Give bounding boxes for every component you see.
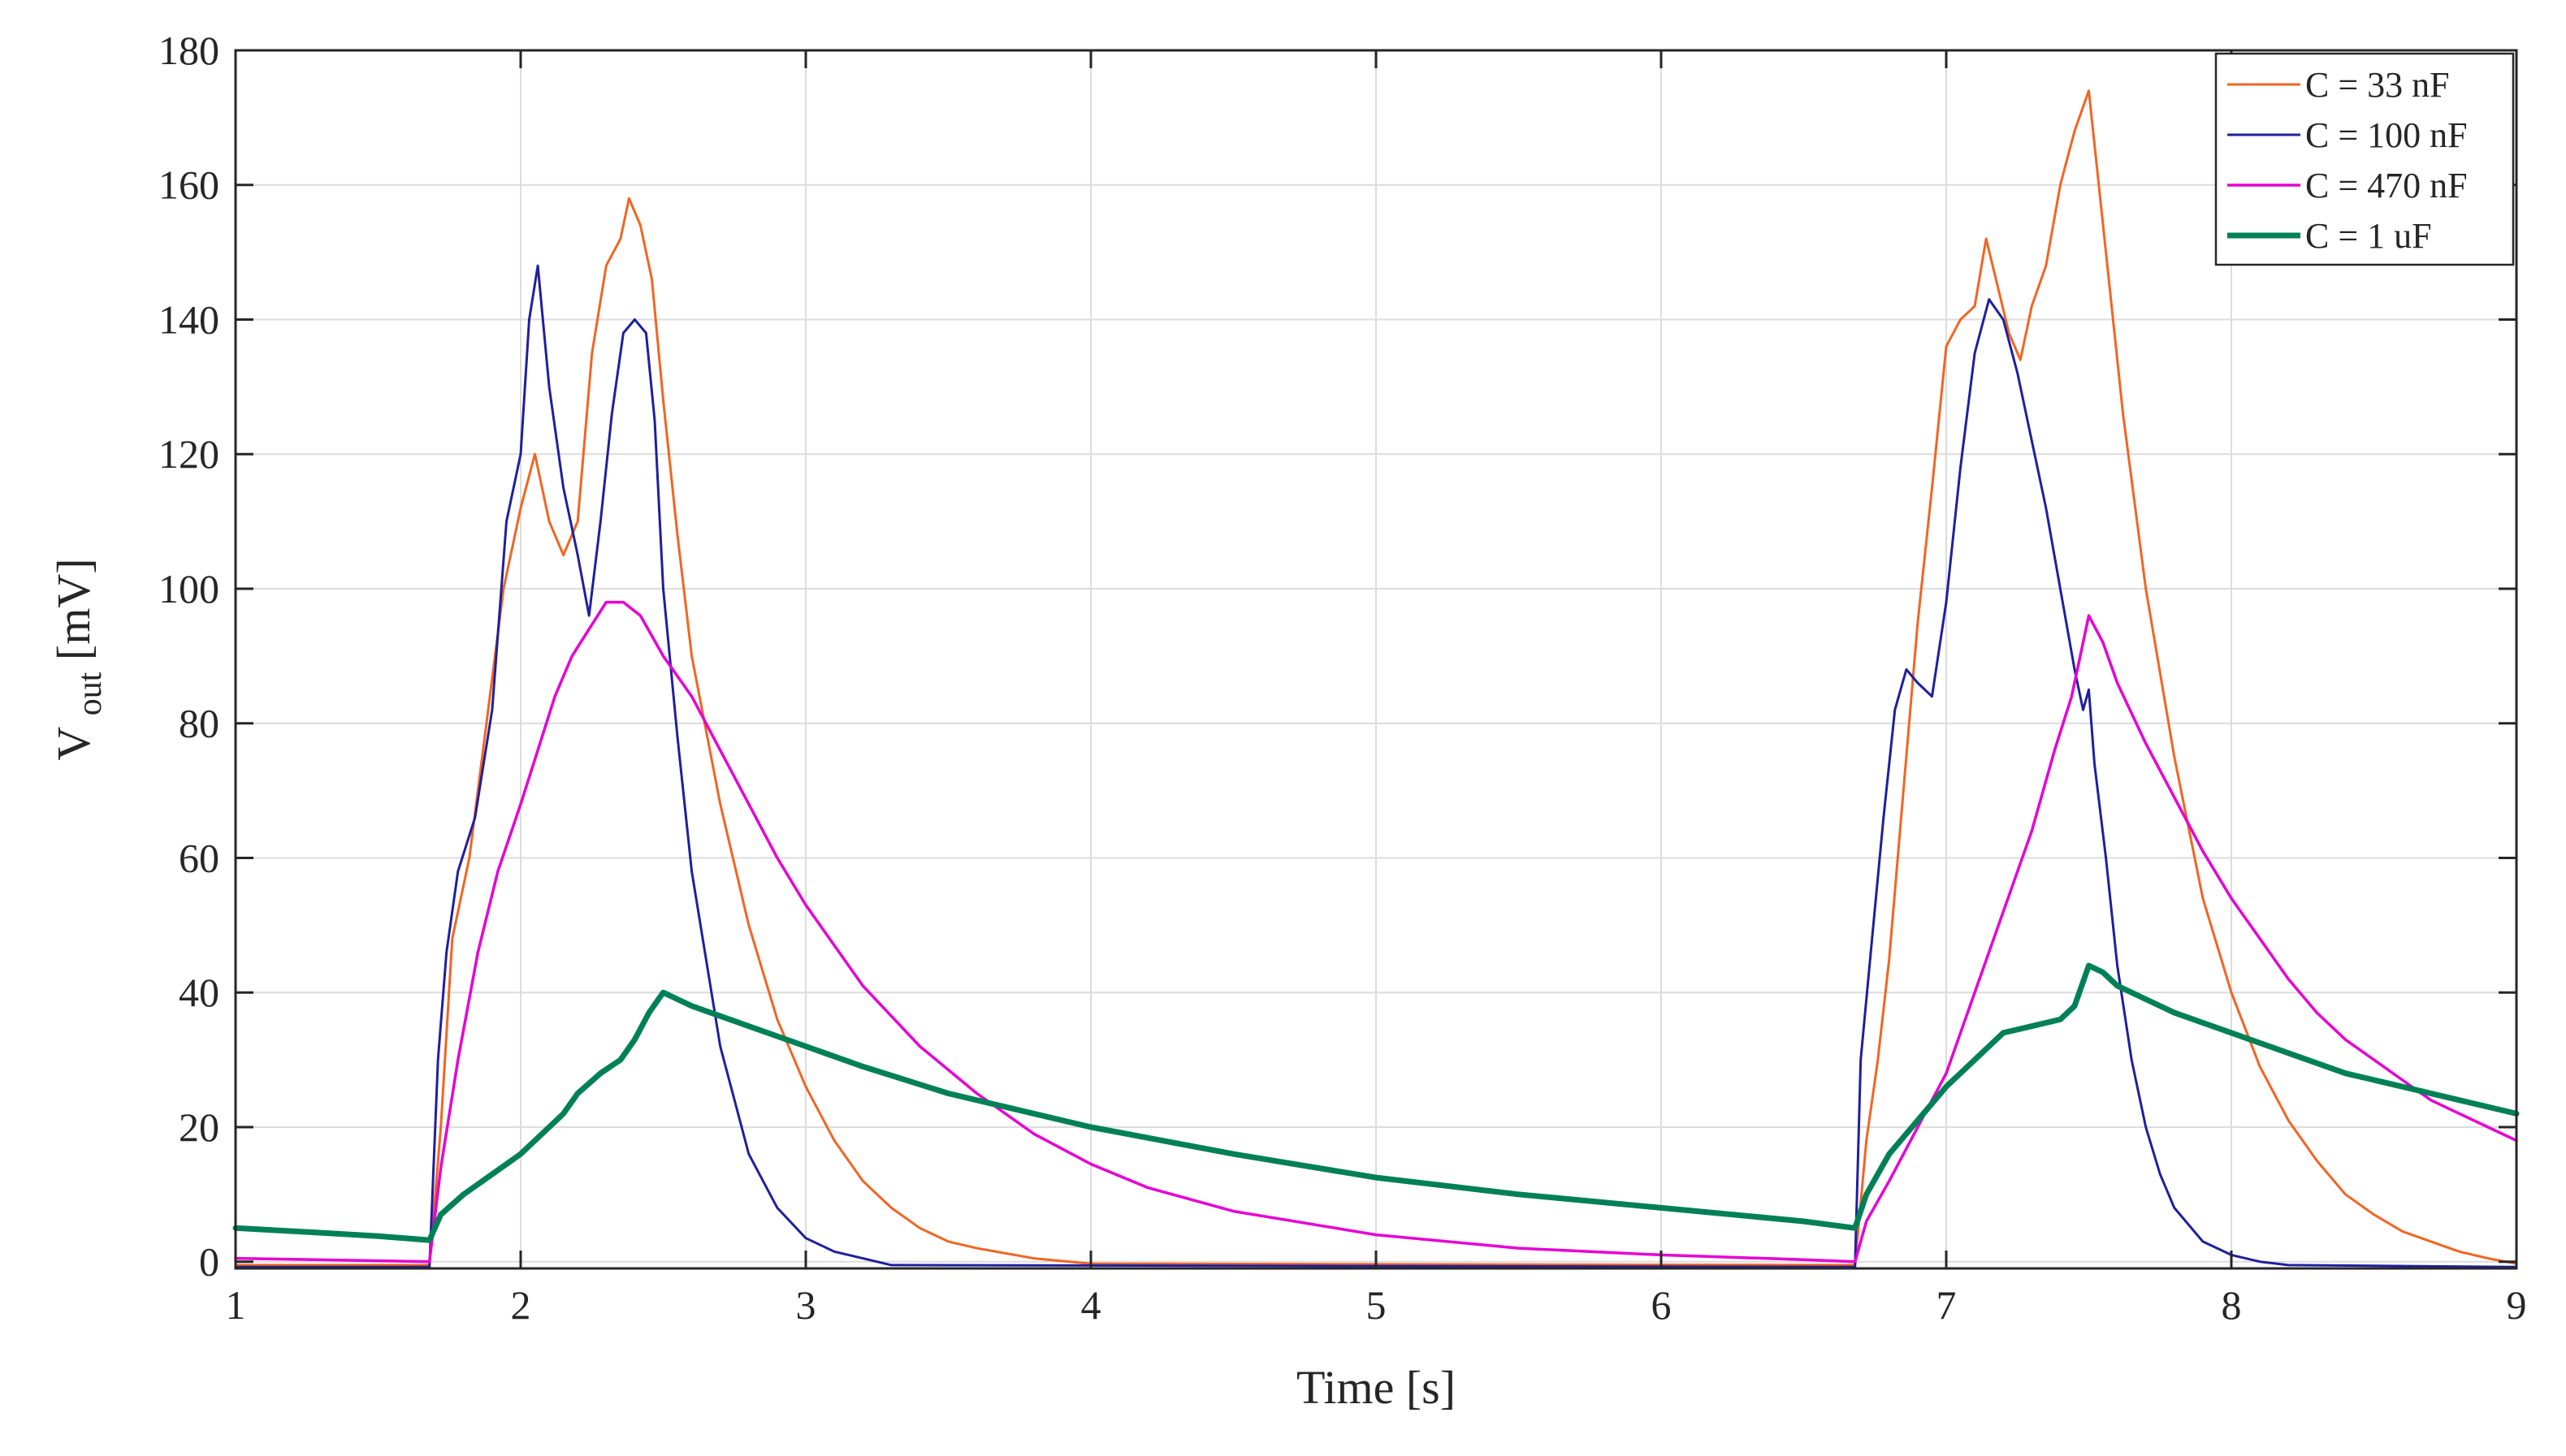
grid	[235, 50, 2517, 1268]
legend-label: C = 470 nF	[2305, 166, 2468, 205]
x-tick-label: 9	[2507, 1282, 2527, 1328]
y-axis-title-unit: [mV]	[47, 558, 100, 660]
ticks: 1 2 3 4 5 6 7 8 9 0 20 40 60 80 100 120 140 160 180	[158, 28, 2527, 1328]
x-tick-label: 6	[1651, 1282, 1672, 1328]
y-tick-label: 40	[179, 970, 219, 1015]
y-axis-title-main: V	[47, 727, 100, 761]
y-tick-label: 140	[158, 296, 219, 342]
y-tick-label: 120	[158, 431, 219, 477]
x-tick-label: 4	[1081, 1282, 1101, 1328]
legend: C = 33 nF C = 100 nF C = 470 nF C = 1 uF	[2214, 52, 2515, 266]
y-tick-label: 80	[179, 701, 219, 746]
x-tick-label: 5	[1366, 1282, 1387, 1328]
y-tick-label: 60	[179, 835, 219, 880]
x-tick-label: 8	[2222, 1282, 2242, 1328]
y-tick-label: 180	[158, 28, 219, 73]
legend-label: C = 33 nF	[2305, 65, 2450, 105]
x-tick-label: 3	[796, 1282, 816, 1328]
y-tick-label: 100	[158, 566, 219, 611]
series-line	[234, 264, 2518, 1268]
y-tick-label: 20	[179, 1104, 219, 1150]
y-axis-title: V out [mV]	[47, 558, 111, 760]
legend-box	[2214, 52, 2515, 266]
legend-items: C = 33 nF C = 100 nF C = 470 nF C = 1 uF	[2227, 65, 2468, 256]
y-tick-label: 160	[158, 162, 219, 208]
x-tick-label: 2	[511, 1282, 531, 1328]
x-tick-label: 1	[226, 1282, 246, 1328]
x-tick-label: 7	[1936, 1282, 1957, 1328]
legend-label: C = 100 nF	[2305, 115, 2468, 155]
legend-label: C = 1 uF	[2305, 216, 2432, 256]
y-axis-title-sub: out	[71, 672, 109, 715]
y-tick-label: 0	[199, 1239, 219, 1285]
series-line	[232, 962, 2520, 1243]
x-axis-title: Time [s]	[1296, 1361, 1456, 1414]
